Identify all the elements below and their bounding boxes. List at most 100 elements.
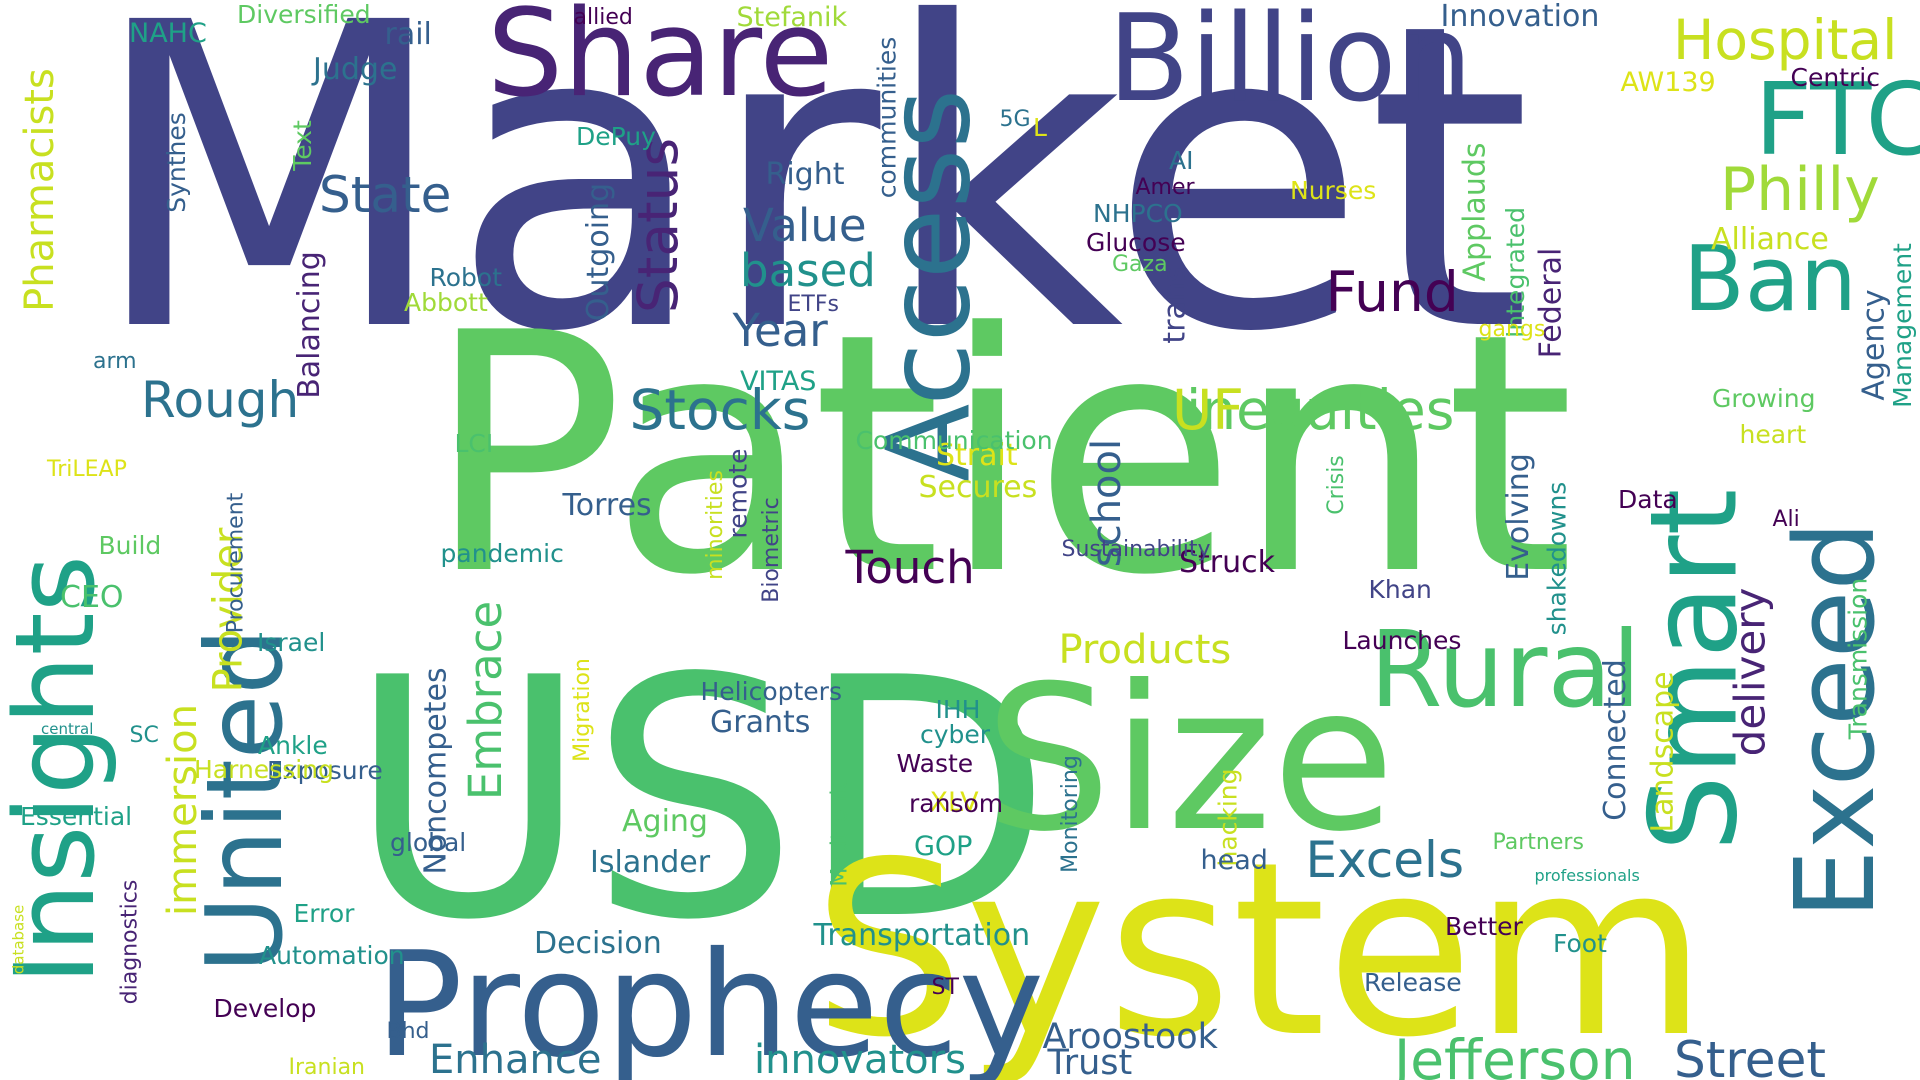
cloud-word-crisis: Crisis	[1323, 455, 1349, 515]
cloud-word-agency: Agency	[1856, 289, 1892, 401]
cloud-word-arm: arm	[93, 349, 137, 374]
cloud-word-communication: Communication	[855, 425, 1053, 455]
cloud-word-torres: Torres	[562, 488, 652, 523]
cloud-word-heart: heart	[1739, 419, 1807, 449]
cloud-word-jefferson: Jefferson	[1394, 1027, 1636, 1080]
cloud-word-build: Build	[98, 530, 162, 560]
cloud-word-cyber: cyber	[920, 719, 991, 749]
cloud-word-diagnostics: diagnostics	[116, 879, 142, 1005]
cloud-word-fund: Fund	[1325, 259, 1459, 324]
cloud-word-migration: Migration	[569, 658, 595, 762]
cloud-word-philly: Philly	[1720, 155, 1880, 225]
cloud-word-struck: Struck	[1179, 545, 1276, 580]
cloud-word-rail: rail	[384, 17, 432, 52]
cloud-word-state: State	[319, 166, 452, 224]
cloud-word-alliance: Alliance	[1711, 222, 1829, 257]
cloud-word-trileap: TriLEAP	[47, 457, 127, 482]
cloud-word-monitoring: Monitoring	[1057, 755, 1083, 873]
cloud-word-usd: USD	[347, 608, 1053, 992]
cloud-word-applauds: Applauds	[1457, 142, 1493, 282]
cloud-word-judge: Judge	[313, 52, 398, 87]
cloud-word-islander: Islander	[590, 845, 711, 880]
cloud-word-pandemic: pandemic	[440, 538, 564, 568]
cloud-word-lci: LCI	[454, 428, 494, 458]
cloud-word-aroostook: Aroostook	[1042, 1016, 1218, 1057]
cloud-word-abbott: Abbott	[404, 287, 488, 317]
cloud-word-based: based	[740, 243, 876, 297]
cloud-word-innovators: innovators	[754, 1037, 966, 1080]
cloud-word-partners: Partners	[1492, 830, 1584, 855]
cloud-word-develop: Develop	[213, 993, 317, 1023]
cloud-word-essential: Essential	[20, 801, 133, 831]
cloud-word-evolving: Evolving	[1500, 453, 1536, 581]
cloud-word-iranian: Iranian	[288, 1055, 366, 1080]
cloud-word-right: Right	[765, 157, 845, 192]
cloud-word-uf: UF	[1172, 377, 1244, 442]
cloud-word-centric: Centric	[1790, 62, 1880, 92]
cloud-word-transportation: Transportation	[813, 918, 1031, 953]
cloud-word-trans: trans	[1157, 266, 1193, 344]
cloud-word-vitas: VITAS	[740, 365, 817, 397]
cloud-word-release: Release	[1364, 967, 1462, 997]
cloud-word-landscape: Landscape	[1645, 671, 1681, 833]
cloud-word-glucose: Glucose	[1086, 227, 1186, 257]
cloud-word-israel: Israel	[257, 627, 326, 657]
cloud-word-strait: Strait	[936, 438, 1018, 473]
cloud-word-foot: Foot	[1553, 928, 1607, 958]
cloud-word-rough: Rough	[141, 371, 300, 429]
cloud-word-gop: GOP	[914, 830, 973, 862]
cloud-word-growing: Growing	[1712, 383, 1816, 413]
cloud-word-prophecy: Prophecy	[375, 920, 1045, 1080]
cloud-word-ftc: FTC	[1754, 61, 1920, 178]
cloud-word-immersion: immersion	[159, 704, 206, 916]
cloud-word-management: Management	[1887, 242, 1917, 408]
cloud-word-robot: Robot	[429, 262, 503, 292]
cloud-word-street: Street	[1674, 1031, 1826, 1080]
cloud-word-decision: Decision	[534, 926, 662, 961]
cloud-word-professionals: professionals	[1534, 866, 1640, 885]
cloud-word-launches: Launches	[1342, 625, 1462, 655]
cloud-word-exposure: Exposure	[267, 755, 383, 785]
cloud-word-value: Value	[743, 198, 867, 252]
cloud-word-ai: AI	[1169, 145, 1194, 175]
cloud-word-aw139: AW139	[1620, 66, 1716, 98]
cloud-word-grants: Grants	[710, 705, 811, 740]
cloud-word-amer: Amer	[1135, 175, 1195, 200]
cloud-word-head: head	[1200, 844, 1268, 876]
cloud-word-better: Better	[1445, 911, 1523, 941]
cloud-word-nurses: Nurses	[1290, 175, 1377, 205]
cloud-word-exceed: Exceed	[1771, 520, 1900, 920]
cloud-word-ceo: CEO	[60, 580, 124, 615]
cloud-word-innovation: Innovation	[1440, 0, 1600, 34]
cloud-word-error: Error	[293, 898, 355, 928]
cloud-word-shakedowns: shakedowns	[1542, 481, 1572, 635]
cloud-word-global: global	[390, 827, 467, 857]
cloud-word-waste: Waste	[896, 748, 974, 778]
cloud-word-5g: 5G	[999, 107, 1031, 132]
cloud-word-connected: Connected	[1597, 659, 1633, 821]
cloud-word-etfs: ETFs	[787, 292, 839, 317]
cloud-word-gaza: Gaza	[1112, 252, 1168, 277]
cloud-word-ali: Ali	[1772, 507, 1800, 532]
cloud-word-nhpco: NHPCO	[1093, 198, 1183, 228]
cloud-word-medtronic: Medtronic	[827, 777, 853, 887]
cloud-word-l: L	[1033, 112, 1047, 142]
cloud-word-depuy: DePuy	[576, 121, 656, 151]
cloud-word-central: central	[41, 719, 94, 738]
cloud-word-minorities: minorities	[702, 470, 728, 580]
cloud-word-patient: Patient	[425, 263, 1575, 647]
cloud-word-bhd: Bhd	[386, 1019, 430, 1044]
cloud-word-secures: Secures	[918, 470, 1038, 505]
cloud-word-synthes: Synthes	[161, 111, 191, 213]
cloud-word-system: System	[812, 810, 1708, 1080]
cloud-word-allied: allied	[573, 5, 633, 30]
cloud-word-status: Status	[625, 137, 690, 313]
cloud-word-year: Year	[732, 303, 828, 357]
cloud-word-gangs: gangs	[1478, 317, 1546, 342]
cloud-word-communities: communities	[872, 36, 902, 198]
cloud-word-excels: Excels	[1305, 831, 1465, 889]
cloud-word-stefanik: Stefanik	[736, 1, 848, 33]
cloud-word-trust: Trust	[1047, 1042, 1133, 1080]
cloud-word-transmission: Transmission	[1843, 577, 1873, 739]
